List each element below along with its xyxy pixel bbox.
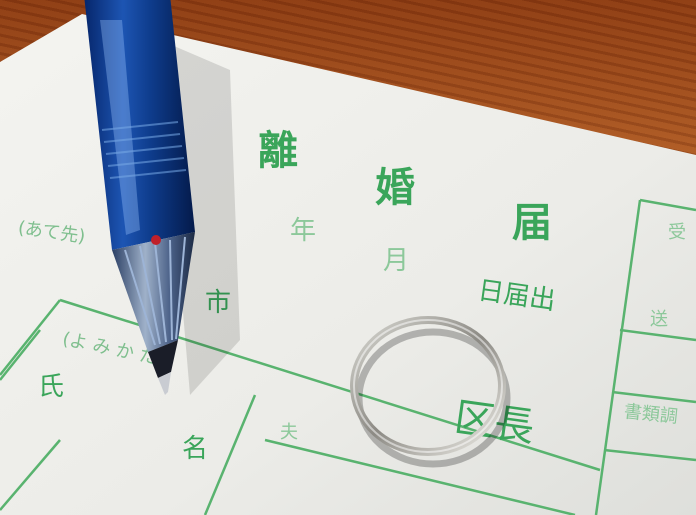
city-label: 市 (205, 282, 231, 319)
year-label: 年 (290, 216, 317, 246)
delivery-label: 送 (650, 309, 668, 330)
wedding-ring (350, 316, 511, 468)
surname-label: 氏 (38, 372, 65, 402)
husband-label: 夫 (280, 422, 298, 443)
title-char-todoke: 届 (512, 200, 552, 246)
blue-ballpoint-pen (84, 0, 195, 395)
title-char-ri: 離 (258, 128, 298, 174)
given-name-label: 名 (182, 434, 209, 464)
receipt-label: 受 (668, 222, 686, 243)
title-char-kon: 婚 (375, 165, 415, 211)
month-label: 月 (383, 246, 410, 276)
form-grid-lines (0, 198, 696, 515)
